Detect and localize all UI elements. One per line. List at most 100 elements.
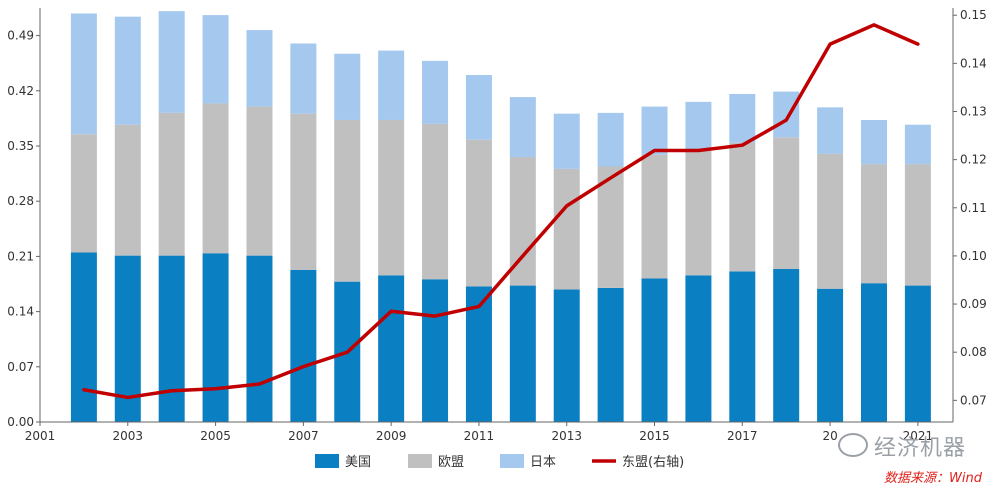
bar-0-2021 bbox=[904, 285, 931, 422]
bar-2-2014 bbox=[597, 112, 624, 167]
y-left-tick-0.07: 0.07 bbox=[7, 360, 34, 374]
legend-swatch-1 bbox=[408, 454, 432, 468]
bar-1-2013 bbox=[553, 168, 580, 290]
bar-1-2003 bbox=[114, 124, 141, 256]
bar-0-2004 bbox=[158, 255, 185, 422]
bar-2-2003 bbox=[114, 16, 141, 125]
x-tick-2013: 2013 bbox=[551, 429, 582, 443]
x-tick-2011: 2011 bbox=[464, 429, 495, 443]
x-tick-2001: 2001 bbox=[25, 429, 56, 443]
bar-1-2009 bbox=[378, 119, 405, 276]
y-right-tick-0.12: 0.12 bbox=[960, 153, 987, 167]
legend-label-2: 日本 bbox=[530, 455, 556, 470]
y-left-tick-0.35: 0.35 bbox=[7, 139, 34, 153]
bar-1-2019 bbox=[817, 153, 844, 289]
bar-2-2013 bbox=[553, 113, 580, 169]
bar-1-2011 bbox=[465, 139, 492, 287]
bar-2-2012 bbox=[509, 97, 536, 158]
watermark-text: 经济机器 bbox=[873, 436, 966, 461]
bar-1-2010 bbox=[422, 123, 449, 280]
bar-2-2008 bbox=[334, 53, 361, 120]
y-left-tick-0.42: 0.42 bbox=[7, 84, 34, 98]
legend-swatch-2 bbox=[500, 454, 524, 468]
bar-2-2004 bbox=[158, 11, 185, 113]
legend: 美国 欧盟 日本 东盟(右轴) bbox=[315, 454, 684, 470]
bar-1-2015 bbox=[641, 154, 668, 279]
y-left-tick-0.28: 0.28 bbox=[7, 194, 34, 208]
bar-0-2002 bbox=[70, 252, 97, 422]
y-right-tick-0.14: 0.14 bbox=[960, 56, 987, 70]
bar-0-2009 bbox=[378, 275, 405, 422]
y-right-tick-0.10: 0.10 bbox=[960, 249, 987, 263]
y-right-tick-0.15: 0.15 bbox=[960, 8, 987, 22]
bar-1-2002 bbox=[70, 134, 97, 253]
bar-1-2006 bbox=[246, 106, 273, 256]
x-tick-2015: 2015 bbox=[639, 429, 670, 443]
bar-2-2020 bbox=[860, 119, 887, 165]
bar-1-2004 bbox=[158, 112, 185, 256]
x-tick-2005: 2005 bbox=[200, 429, 231, 443]
bar-0-2007 bbox=[290, 269, 317, 422]
bar-2-2006 bbox=[246, 30, 273, 107]
line-layer bbox=[82, 23, 920, 400]
bar-2-2010 bbox=[422, 60, 449, 124]
bar-0-2012 bbox=[509, 285, 536, 422]
legend-label-0: 美国 bbox=[345, 455, 371, 470]
bar-1-2005 bbox=[202, 103, 229, 254]
x-tick-2003: 2003 bbox=[113, 429, 144, 443]
legend-label-3: 东盟(右轴) bbox=[622, 455, 684, 470]
bar-1-2020 bbox=[860, 164, 887, 284]
bar-0-2014 bbox=[597, 287, 624, 422]
bar-2-2007 bbox=[290, 43, 317, 114]
axes-layer: 0.00 0.07 0.14 0.21 0.28 0.35 0.42 0.49 0.07 0.08… bbox=[7, 8, 987, 443]
bar-2-2002 bbox=[70, 13, 97, 135]
y-right-tick-0.07: 0.07 bbox=[960, 393, 987, 407]
bar-1-2021 bbox=[904, 164, 931, 286]
x-tick-2019: 20 bbox=[822, 429, 837, 443]
bar-0-2005 bbox=[202, 253, 229, 422]
source-note: 数据来源：Wind bbox=[884, 471, 982, 486]
bar-0-2010 bbox=[422, 279, 449, 422]
bar-0-2017 bbox=[729, 271, 756, 422]
x-tick-2009: 2009 bbox=[376, 429, 407, 443]
bar-2-2021 bbox=[904, 124, 931, 165]
bar-1-2008 bbox=[334, 119, 361, 282]
x-tick-2007: 2007 bbox=[288, 429, 319, 443]
y-right-tick-0.09: 0.09 bbox=[960, 297, 987, 311]
legend-swatch-0 bbox=[315, 454, 339, 468]
bar-2-2011 bbox=[465, 75, 492, 140]
y-right-tick-0.11: 0.11 bbox=[960, 201, 987, 215]
bar-2-2015 bbox=[641, 106, 668, 155]
wechat-icon bbox=[837, 433, 868, 457]
series-line-0 bbox=[82, 23, 920, 400]
bar-2-2018 bbox=[773, 91, 800, 138]
bar-0-2006 bbox=[246, 255, 273, 422]
watermark: 经济机器 bbox=[837, 430, 966, 462]
y-left-tick-0.14: 0.14 bbox=[7, 305, 34, 319]
y-right-tick-0.08: 0.08 bbox=[960, 345, 987, 359]
bar-1-2017 bbox=[729, 142, 756, 272]
bar-1-2016 bbox=[685, 150, 712, 276]
bar-1-2014 bbox=[597, 166, 624, 288]
bar-1-2018 bbox=[773, 137, 800, 270]
y-right-tick-0.13: 0.13 bbox=[960, 105, 987, 119]
bar-2-2019 bbox=[817, 107, 844, 154]
y-left-tick-0.21: 0.21 bbox=[7, 249, 34, 263]
bar-2-2016 bbox=[685, 101, 712, 151]
bar-0-2019 bbox=[817, 288, 844, 422]
bar-2-2009 bbox=[378, 50, 405, 120]
y-left-tick-0.49: 0.49 bbox=[7, 29, 34, 43]
y-left-tick-0.00: 0.00 bbox=[7, 415, 34, 429]
x-tick-2021: 2021 bbox=[903, 429, 934, 443]
bar-1-2007 bbox=[290, 113, 317, 270]
bars-layer bbox=[70, 11, 931, 422]
bar-0-2018 bbox=[773, 269, 800, 422]
bar-0-2016 bbox=[685, 275, 712, 422]
bar-2-2005 bbox=[202, 15, 229, 104]
legend-label-1: 欧盟 bbox=[438, 455, 464, 470]
bar-0-2015 bbox=[641, 278, 668, 422]
bar-2-2017 bbox=[729, 93, 756, 143]
bar-0-2020 bbox=[860, 283, 887, 422]
x-tick-2017: 2017 bbox=[727, 429, 758, 443]
